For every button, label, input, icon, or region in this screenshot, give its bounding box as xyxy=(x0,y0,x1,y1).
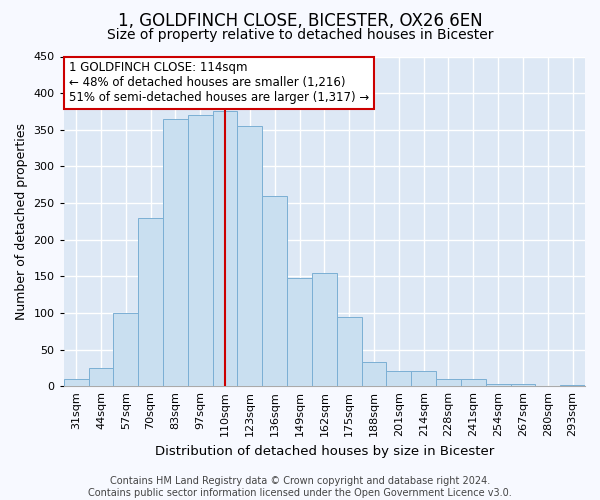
Y-axis label: Number of detached properties: Number of detached properties xyxy=(15,123,28,320)
Bar xyxy=(511,384,535,386)
Bar xyxy=(138,218,163,386)
Bar xyxy=(386,371,411,386)
Bar xyxy=(287,278,312,386)
Bar xyxy=(486,384,511,386)
Bar xyxy=(436,379,461,386)
Bar xyxy=(337,316,362,386)
Bar xyxy=(362,362,386,386)
Bar xyxy=(411,371,436,386)
Bar xyxy=(461,379,486,386)
Bar xyxy=(113,313,138,386)
Bar xyxy=(188,115,212,386)
Bar xyxy=(89,368,113,386)
Bar xyxy=(163,119,188,386)
X-axis label: Distribution of detached houses by size in Bicester: Distribution of detached houses by size … xyxy=(155,444,494,458)
Bar xyxy=(262,196,287,386)
Text: 1, GOLDFINCH CLOSE, BICESTER, OX26 6EN: 1, GOLDFINCH CLOSE, BICESTER, OX26 6EN xyxy=(118,12,482,30)
Bar xyxy=(238,126,262,386)
Text: 1 GOLDFINCH CLOSE: 114sqm
← 48% of detached houses are smaller (1,216)
51% of se: 1 GOLDFINCH CLOSE: 114sqm ← 48% of detac… xyxy=(69,62,369,104)
Bar xyxy=(212,112,238,386)
Bar xyxy=(64,379,89,386)
Text: Contains HM Land Registry data © Crown copyright and database right 2024.
Contai: Contains HM Land Registry data © Crown c… xyxy=(88,476,512,498)
Bar xyxy=(560,384,585,386)
Bar xyxy=(312,272,337,386)
Text: Size of property relative to detached houses in Bicester: Size of property relative to detached ho… xyxy=(107,28,493,42)
